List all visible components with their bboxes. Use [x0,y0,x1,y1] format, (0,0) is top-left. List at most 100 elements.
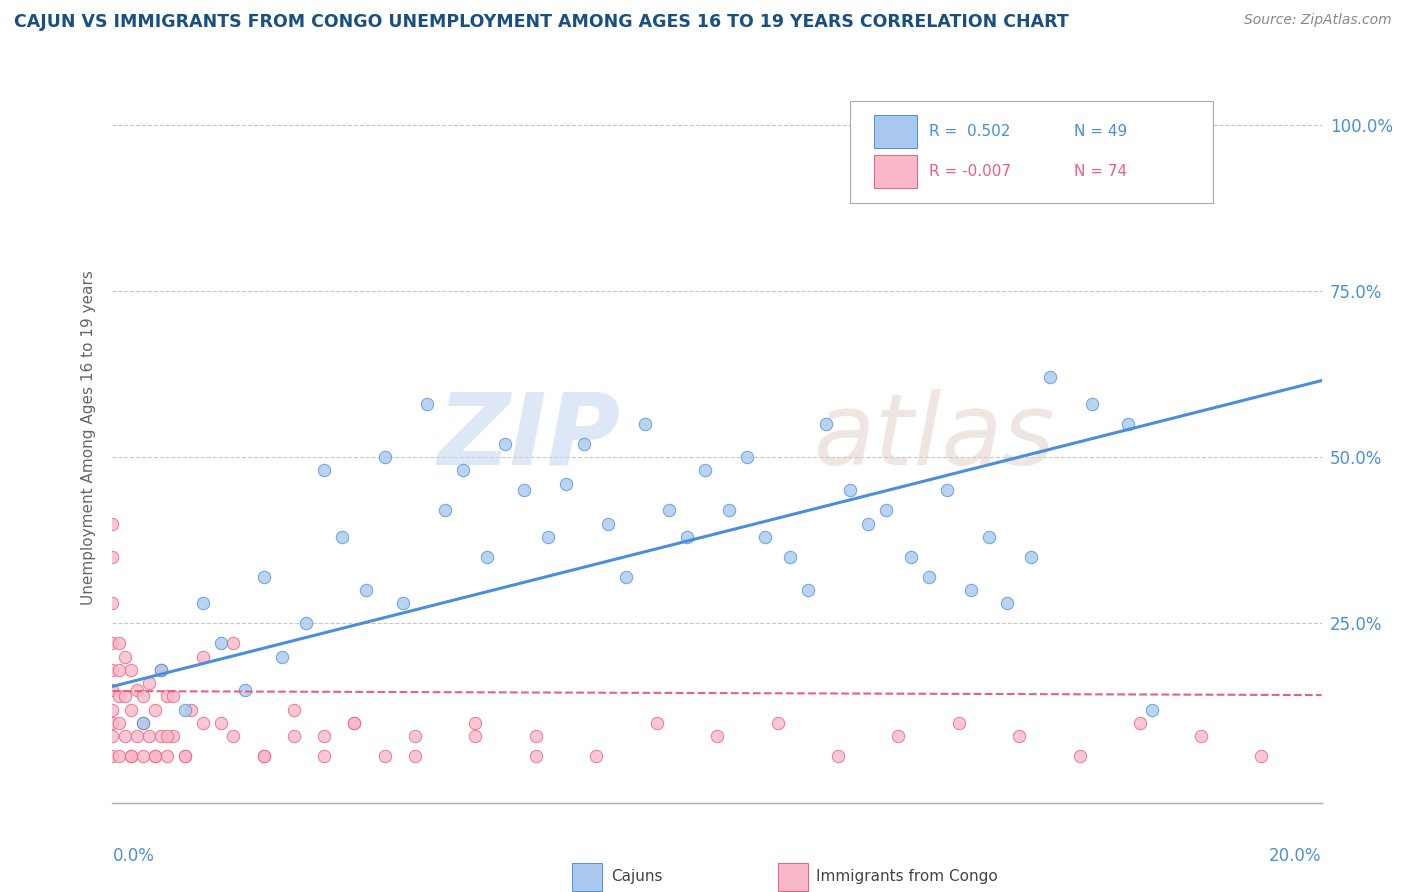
Text: R =  0.502: R = 0.502 [929,124,1010,139]
Point [209,636,232,650]
Point [918,570,941,584]
Point [814,417,837,431]
Point [754,530,776,544]
Point [107,690,129,704]
Point [314,749,336,764]
Point [235,682,257,697]
Bar [572,863,602,890]
Point [374,450,396,464]
Point [616,570,638,584]
Point [1189,729,1212,743]
Point [356,582,378,597]
Point [270,649,292,664]
Point [114,690,136,704]
Point [693,463,716,477]
Point [101,703,124,717]
Point [718,503,741,517]
Point [174,749,197,764]
Point [283,703,305,717]
Text: R = -0.007: R = -0.007 [929,164,1011,179]
Point [156,729,179,743]
Point [222,636,245,650]
Text: CAJUN VS IMMIGRANTS FROM CONGO UNEMPLOYMENT AMONG AGES 16 TO 19 YEARS CORRELATIO: CAJUN VS IMMIGRANTS FROM CONGO UNEMPLOYM… [14,13,1069,31]
Point [391,596,413,610]
Point [107,663,129,677]
Y-axis label: Unemployment Among Ages 16 to 19 years: Unemployment Among Ages 16 to 19 years [80,269,96,605]
Point [191,649,214,664]
Point [1081,397,1104,411]
Point [887,729,910,743]
Point [101,716,124,731]
Point [856,516,880,531]
Point [174,749,197,764]
Point [766,716,789,731]
Text: 0.0%: 0.0% [112,847,155,864]
Point [827,749,849,764]
Point [796,582,818,597]
Point [779,549,801,564]
Point [107,636,129,650]
Text: atlas: atlas [814,389,1056,485]
Point [1116,417,1139,431]
Text: Source: ZipAtlas.com: Source: ZipAtlas.com [1244,13,1392,28]
Point [1038,370,1062,384]
Text: 20.0%: 20.0% [1270,847,1322,864]
Point [162,729,184,743]
Point [416,397,439,411]
Bar [875,115,917,148]
Text: Immigrants from Congo: Immigrants from Congo [817,869,998,884]
Point [960,582,983,597]
Point [138,729,160,743]
Point [464,716,486,731]
Point [253,749,276,764]
Point [524,749,547,764]
Point [283,729,305,743]
Point [374,749,396,764]
Point [191,596,214,610]
Point [107,749,129,764]
Point [180,703,202,717]
Point [464,729,486,743]
Text: N = 74: N = 74 [1074,164,1126,179]
Text: ZIP: ZIP [437,389,620,485]
Point [120,749,142,764]
Point [404,749,426,764]
Point [839,483,862,498]
Point [314,729,336,743]
Point [900,549,922,564]
Point [1129,716,1152,731]
Point [1142,703,1164,717]
Text: Cajuns: Cajuns [610,869,662,884]
Point [101,636,124,650]
Point [132,690,155,704]
Point [524,729,547,743]
Point [948,716,970,731]
Point [633,417,655,431]
Point [149,663,172,677]
Point [572,436,595,450]
Point [125,682,148,697]
Point [404,729,426,743]
Point [149,663,172,677]
Point [101,596,124,610]
Point [138,676,160,690]
Point [512,483,534,498]
Point [314,463,336,477]
Point [1021,549,1043,564]
Point [132,716,155,731]
Bar [875,155,917,188]
Point [645,716,668,731]
Point [101,729,124,743]
Point [706,729,728,743]
Point [174,703,197,717]
Point [977,530,1000,544]
Point [935,483,957,498]
Point [101,516,124,531]
Point [209,716,232,731]
Point [1250,749,1272,764]
Point [107,716,129,731]
Point [120,749,142,764]
Point [101,549,124,564]
Point [156,690,179,704]
Bar [778,863,808,890]
